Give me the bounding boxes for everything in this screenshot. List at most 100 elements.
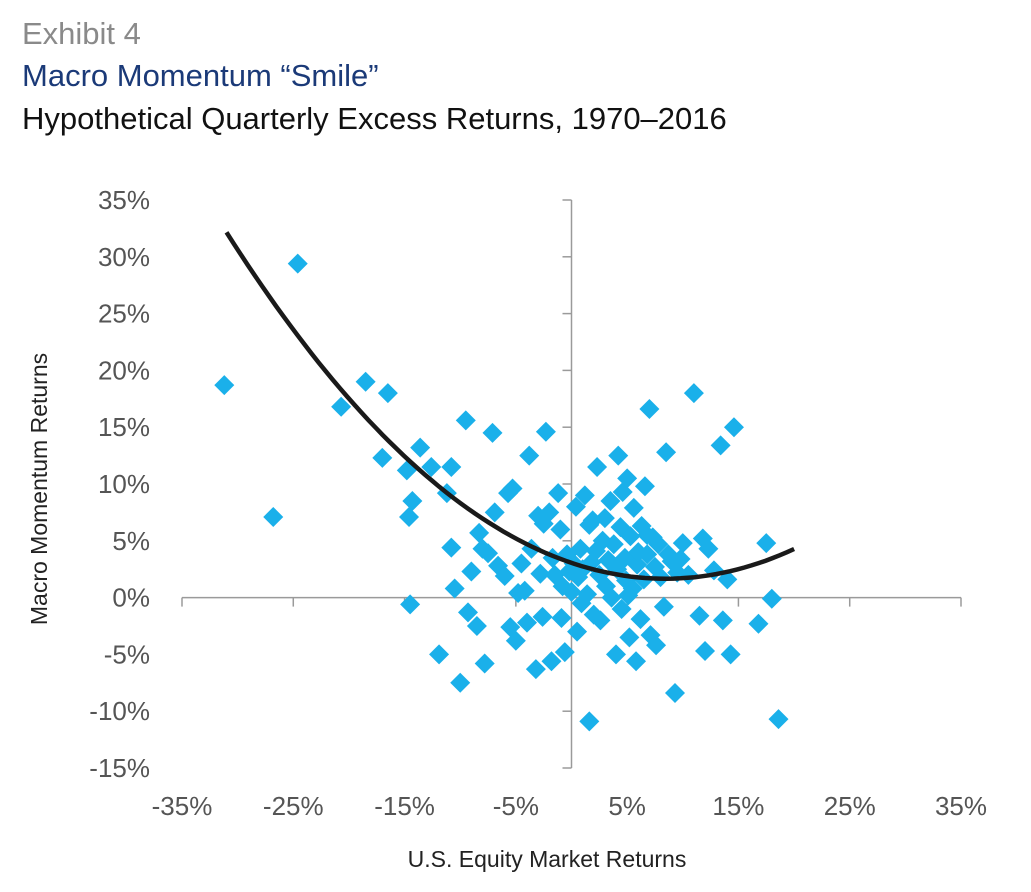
y-tick-label: -10% xyxy=(89,696,150,726)
data-point xyxy=(626,651,647,672)
data-point xyxy=(429,644,450,665)
data-point xyxy=(466,616,487,636)
data-point xyxy=(656,442,677,463)
x-tick-label: 25% xyxy=(824,791,876,821)
data-point xyxy=(399,506,420,527)
x-tick-label: 15% xyxy=(712,791,764,821)
y-tick-label: -15% xyxy=(89,753,150,783)
data-point xyxy=(455,410,476,431)
data-point xyxy=(482,422,503,443)
data-point xyxy=(551,608,572,629)
data-point xyxy=(410,437,431,458)
data-point xyxy=(710,435,731,456)
data-point xyxy=(601,553,622,574)
exhibit-label: Exhibit 4 xyxy=(22,16,141,51)
data-point xyxy=(618,585,639,606)
data-point xyxy=(608,445,629,466)
y-axis-label: Macro Momentum Returns xyxy=(26,353,52,625)
data-point xyxy=(554,642,575,663)
data-point xyxy=(570,538,591,559)
data-point xyxy=(582,510,603,531)
data-point xyxy=(441,456,462,477)
x-tick-label: -35% xyxy=(152,791,213,821)
data-point xyxy=(444,578,465,599)
data-point xyxy=(331,396,352,417)
data-point xyxy=(519,445,540,466)
data-point xyxy=(611,598,632,619)
data-point xyxy=(494,566,515,587)
y-tick-label: 15% xyxy=(98,412,150,442)
y-tick-label: 35% xyxy=(98,185,150,215)
data-point xyxy=(623,497,644,518)
data-point xyxy=(402,491,423,512)
data-point xyxy=(617,468,638,489)
x-tick-label: -25% xyxy=(263,791,324,821)
x-tick-label: -5% xyxy=(493,791,539,821)
data-point xyxy=(574,485,595,506)
data-point xyxy=(461,561,482,582)
data-point xyxy=(695,640,716,661)
data-point xyxy=(723,417,744,438)
data-point xyxy=(421,456,442,477)
data-point xyxy=(748,613,769,634)
data-point xyxy=(637,525,658,546)
data-point xyxy=(502,478,523,499)
data-point xyxy=(639,399,660,420)
data-point xyxy=(653,596,674,617)
data-point xyxy=(620,526,641,547)
data-point xyxy=(672,533,693,554)
data-point xyxy=(516,612,537,633)
data-point xyxy=(698,538,719,559)
y-tick-label: 30% xyxy=(98,242,150,272)
data-point xyxy=(646,635,667,656)
data-point xyxy=(579,711,600,732)
y-tick-label: -5% xyxy=(104,639,150,669)
data-point xyxy=(634,476,655,497)
data-point xyxy=(768,709,789,730)
data-point xyxy=(567,621,588,642)
data-point xyxy=(761,588,782,609)
data-point xyxy=(756,533,777,554)
data-point xyxy=(670,548,691,569)
data-point xyxy=(458,602,479,623)
data-point xyxy=(539,502,560,523)
data-point xyxy=(511,553,532,574)
x-tick-label: 35% xyxy=(935,791,987,821)
data-point xyxy=(541,651,562,672)
data-point xyxy=(474,653,495,674)
data-point xyxy=(355,371,376,392)
data-point xyxy=(561,581,582,602)
data-point xyxy=(601,587,622,608)
data-point xyxy=(535,421,556,442)
data-point xyxy=(637,544,658,565)
data-point xyxy=(372,447,393,468)
y-tick-label: 25% xyxy=(98,299,150,329)
data-point xyxy=(683,383,704,404)
data-point xyxy=(400,594,421,615)
x-axis-label: U.S. Equity Market Returns xyxy=(408,846,687,872)
data-point xyxy=(469,522,490,543)
data-point xyxy=(548,483,569,504)
chart-title: Macro Momentum “Smile” xyxy=(22,58,379,93)
data-point xyxy=(565,496,586,517)
data-point xyxy=(619,627,640,648)
data-point xyxy=(550,519,571,540)
data-point xyxy=(648,534,669,555)
data-point xyxy=(627,554,648,575)
chart-axes xyxy=(181,199,962,769)
y-tick-label: 5% xyxy=(112,526,150,556)
data-point xyxy=(530,563,551,584)
fit-curve xyxy=(224,231,796,581)
data-point xyxy=(441,537,462,558)
y-tick-label: 20% xyxy=(98,355,150,385)
data-point xyxy=(514,580,535,601)
y-tick-label: 0% xyxy=(112,583,150,613)
data-point xyxy=(525,659,546,680)
x-tick-label: 5% xyxy=(608,791,646,821)
data-point xyxy=(712,610,733,631)
data-point xyxy=(606,644,627,665)
data-point xyxy=(689,605,710,626)
tick-labels: -35% -25% -15% -5% 5% 15% 25% 35% -15% -10% -5% 0% 5… xyxy=(89,185,987,821)
data-point xyxy=(287,253,308,274)
